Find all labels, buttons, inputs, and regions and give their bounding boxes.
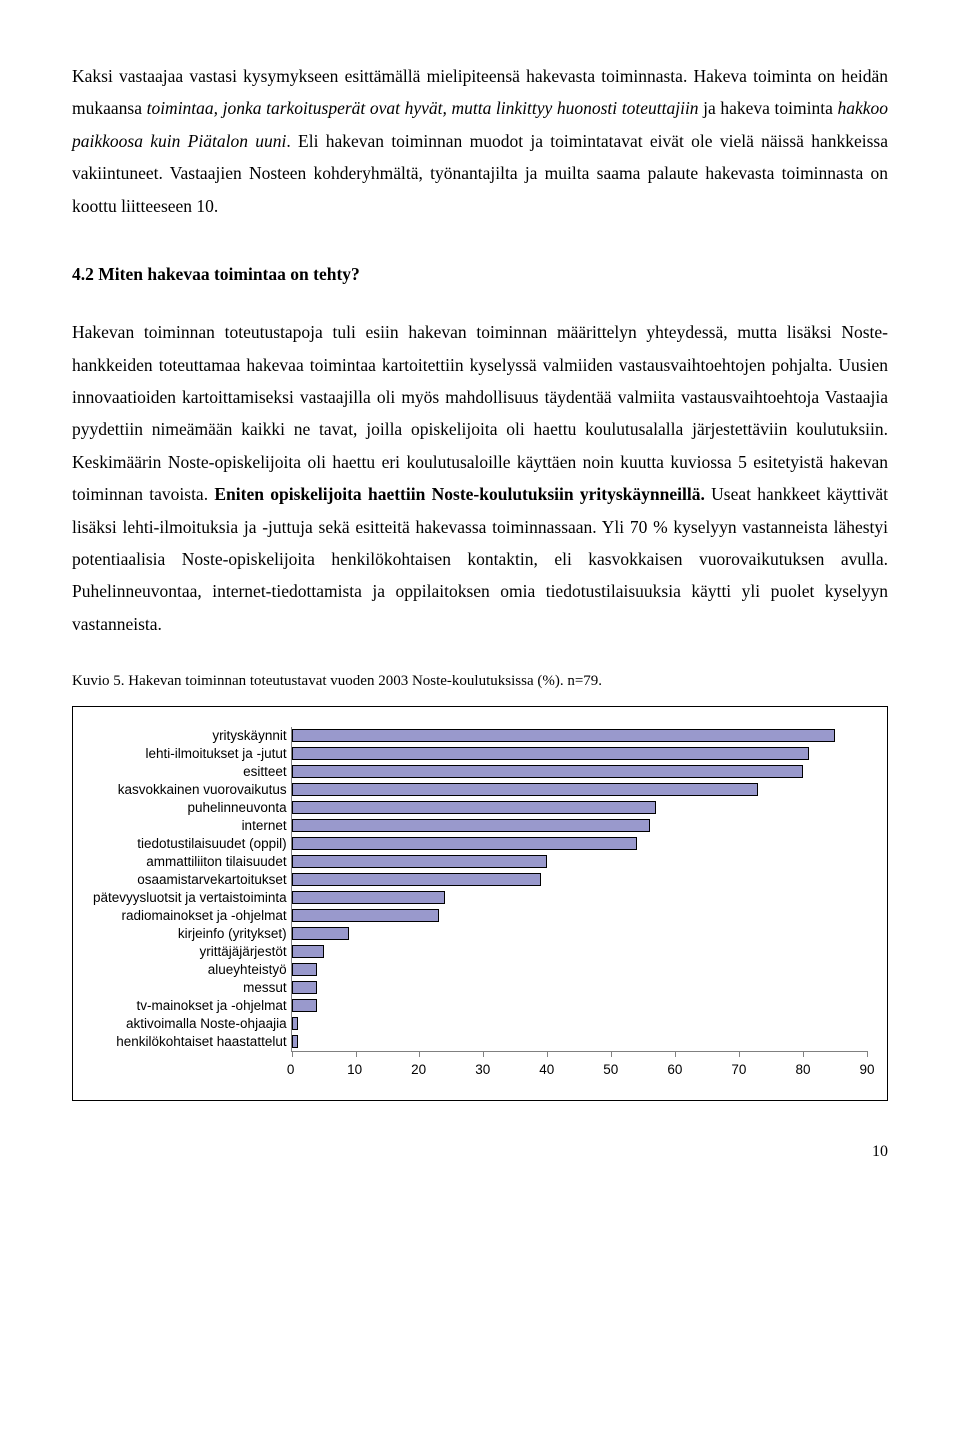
bar: [292, 945, 324, 958]
bar-label: kasvokkainen vuorovaikutus: [118, 781, 287, 799]
bar: [292, 981, 318, 994]
chart-plot: 0102030405060708090: [291, 727, 867, 1080]
bar-row: [292, 871, 867, 889]
x-tick-label: 30: [475, 1058, 490, 1083]
x-tick-label: 10: [347, 1058, 362, 1083]
x-tick-label: 70: [731, 1058, 746, 1083]
bar-label: messut: [243, 979, 287, 997]
x-axis: 0102030405060708090: [291, 1052, 867, 1080]
bar-label: tiedotustilaisuudet (oppil): [137, 835, 286, 853]
bar-label: ammattiliiton tilaisuudet: [146, 853, 286, 871]
bar-row: [292, 925, 867, 943]
page-number: 10: [72, 1137, 888, 1167]
bar-row: [292, 853, 867, 871]
chart-labels: yrityskäynnitlehti-ilmoitukset ja -jutut…: [93, 727, 291, 1080]
bar: [292, 873, 541, 886]
paragraph-2: Hakevan toiminnan toteutustapoja tuli es…: [72, 316, 888, 640]
x-tick-label: 90: [859, 1058, 874, 1083]
bar-row: [292, 835, 867, 853]
bar-label: aktivoimalla Noste-ohjaajia: [126, 1015, 287, 1033]
bar-label: esitteet: [243, 763, 287, 781]
bar-label: tv-mainokset ja -ohjelmat: [137, 997, 287, 1015]
bar-label: yrittäjäjärjestöt: [200, 943, 287, 961]
bar-row: [292, 997, 867, 1015]
bar: [292, 999, 318, 1012]
p2-text-2: Useat hankkeet käyttivät lisäksi lehti-i…: [72, 484, 888, 634]
bar-row: [292, 961, 867, 979]
bar-row: [292, 889, 867, 907]
plot-area: [291, 727, 867, 1052]
bar-row: [292, 943, 867, 961]
p2-text-1: Hakevan toiminnan toteutustapoja tuli es…: [72, 322, 888, 504]
paragraph-1: Kaksi vastaajaa vastasi kysymykseen esit…: [72, 60, 888, 222]
bar-row: [292, 979, 867, 997]
section-heading: 4.2 Miten hakevaa toimintaa on tehty?: [72, 258, 888, 290]
bar-row: [292, 1015, 867, 1033]
figure-caption: Kuvio 5. Hakevan toiminnan toteutustavat…: [72, 668, 888, 696]
bar-label: yrityskäynnit: [212, 727, 286, 745]
x-tick-label: 40: [539, 1058, 554, 1083]
bar-label: kirjeinfo (yritykset): [178, 925, 287, 943]
bar-row: [292, 745, 867, 763]
bar-label: osaamistarvekartoitukset: [137, 871, 286, 889]
bar-row: [292, 817, 867, 835]
bar-label: alueyhteistyö: [208, 961, 287, 979]
bar: [292, 783, 759, 796]
bar-row: [292, 727, 867, 745]
x-tick-label: 80: [795, 1058, 810, 1083]
bar: [292, 855, 548, 868]
bar-chart: yrityskäynnitlehti-ilmoitukset ja -jutut…: [93, 727, 867, 1080]
p1-italic-1: toimintaa, jonka tarkoitusperät ovat hyv…: [147, 98, 699, 118]
bar-row: [292, 799, 867, 817]
bar: [292, 891, 445, 904]
bar: [292, 729, 835, 742]
bar-row: [292, 907, 867, 925]
bar-label: lehti-ilmoitukset ja -jutut: [146, 745, 287, 763]
bar-label: internet: [242, 817, 287, 835]
bar: [292, 909, 439, 922]
bar: [292, 963, 318, 976]
x-tick-label: 50: [603, 1058, 618, 1083]
bar: [292, 747, 810, 760]
bar-label: henkilökohtaiset haastattelut: [116, 1033, 286, 1051]
bar-label: puhelinneuvonta: [188, 799, 287, 817]
p2-bold-1: Eniten opiskelijoita haettiin Noste-koul…: [214, 484, 704, 504]
bar: [292, 837, 637, 850]
bar-row: [292, 763, 867, 781]
chart-frame: yrityskäynnitlehti-ilmoitukset ja -jutut…: [72, 706, 888, 1101]
bar: [292, 1017, 298, 1030]
x-tick-label: 0: [287, 1058, 295, 1083]
bar-label: pätevyysluotsit ja vertaistoiminta: [93, 889, 287, 907]
bar-label: radiomainokset ja -ohjelmat: [122, 907, 287, 925]
bar-row: [292, 1033, 867, 1051]
x-tick-label: 60: [667, 1058, 682, 1083]
bar: [292, 765, 803, 778]
bar: [292, 801, 656, 814]
p1-text-2: ja hakeva toiminta: [699, 98, 838, 118]
bar: [292, 927, 350, 940]
bar-row: [292, 781, 867, 799]
x-tick: [867, 1051, 868, 1057]
bar: [292, 1035, 298, 1048]
bar: [292, 819, 650, 832]
x-tick-label: 20: [411, 1058, 426, 1083]
